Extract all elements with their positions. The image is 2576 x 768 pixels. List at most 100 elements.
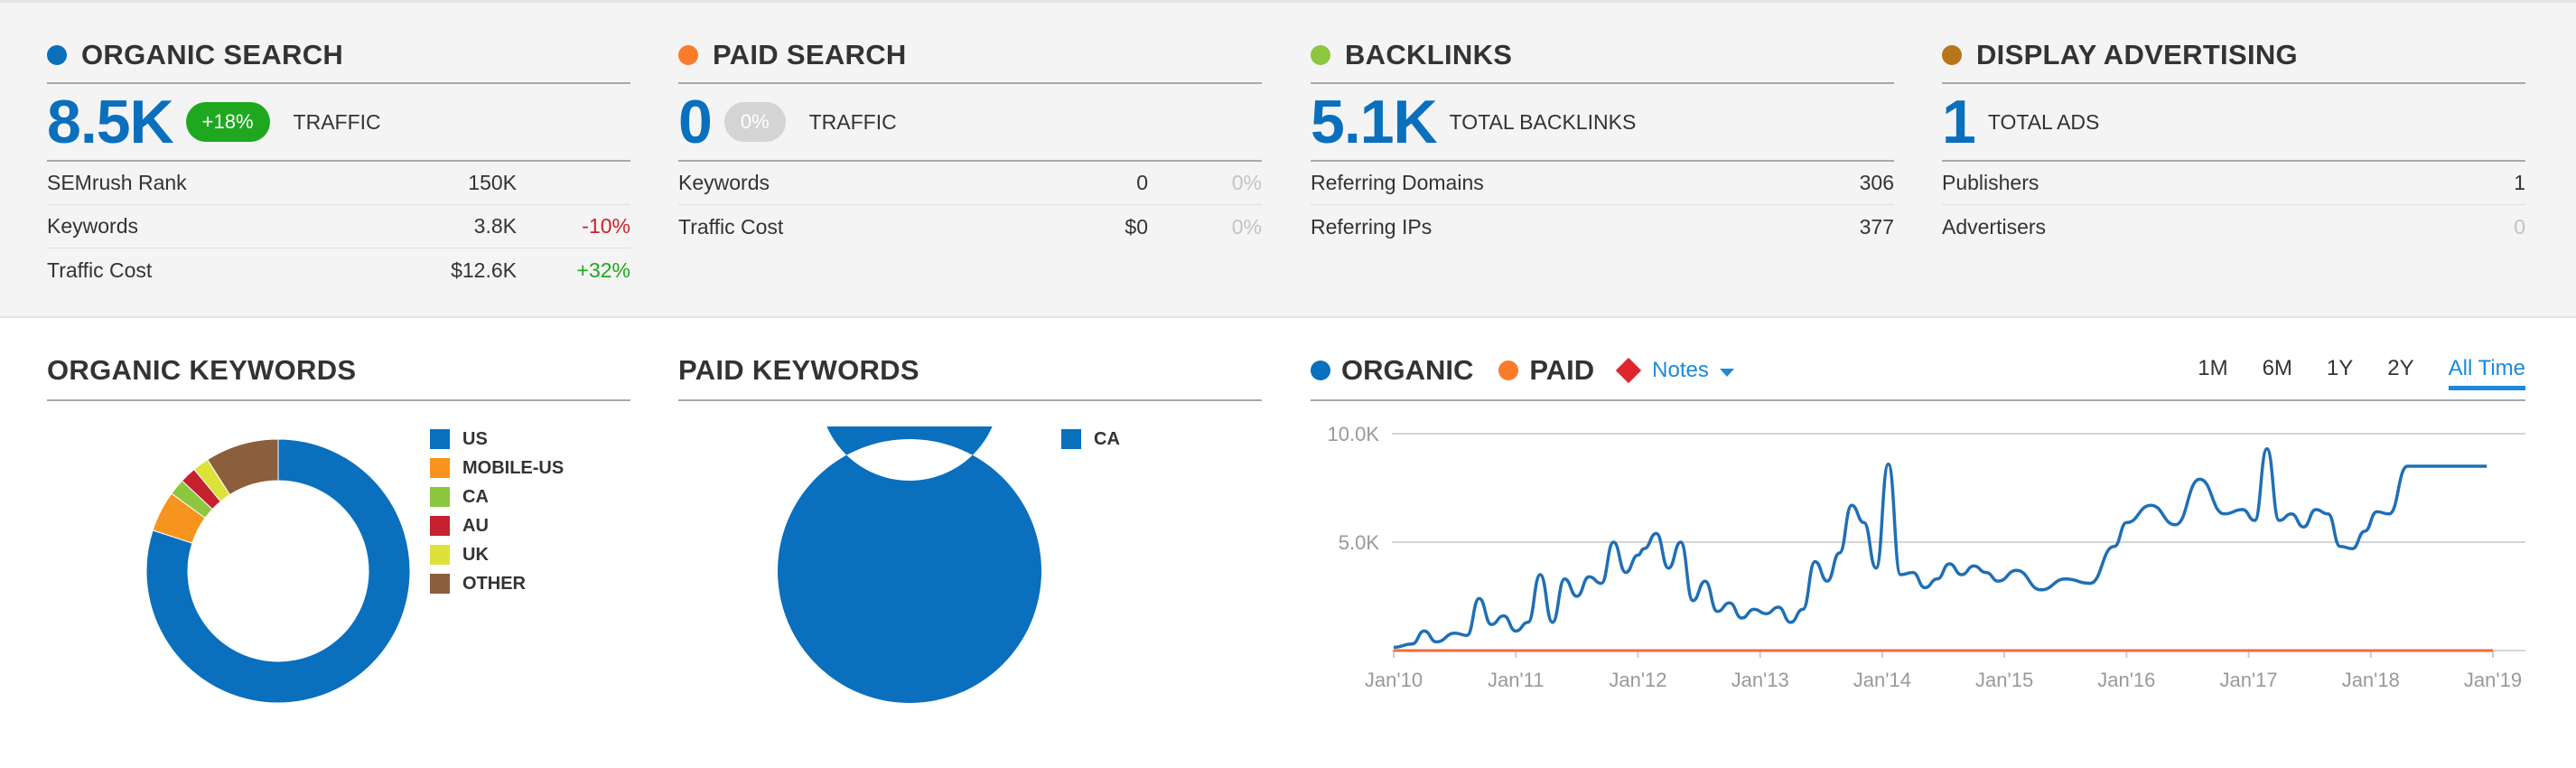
row-value: 0 [2514, 214, 2525, 239]
organic-traffic-change-badge: +18% [185, 102, 270, 142]
legend-swatch [430, 429, 450, 449]
tab-1m[interactable]: 1M [2198, 356, 2228, 380]
notes-diamond-icon [1616, 357, 1642, 384]
tab-1y[interactable]: 1Y [2326, 356, 2354, 380]
row-change: -10% [582, 214, 630, 238]
paid-search-card: PAID SEARCH 0 0% TRAFFIC Keywords 0 0% T… [678, 35, 1262, 248]
row-value[interactable]: 1 [2514, 171, 2525, 194]
row-value[interactable]: 0 [1136, 171, 1148, 194]
display-advertising-title[interactable]: DISPLAY ADVERTISING [1976, 39, 2298, 70]
backlinks-title[interactable]: BACKLINKS [1345, 39, 1513, 70]
legend-label: CA [1094, 428, 1120, 449]
tab-2y[interactable]: 2Y [2387, 356, 2414, 380]
organic-toggle-label: ORGANIC [1341, 354, 1474, 386]
legend-item-ca[interactable]: CA [1061, 425, 1120, 454]
paid-traffic-label: TRAFFIC [808, 109, 897, 134]
row-label: Traffic Cost [678, 214, 784, 239]
row-value[interactable]: 150K [468, 171, 517, 194]
x-tick-label: Jan'18 [2342, 669, 2400, 691]
tab-all-time[interactable]: All Time [2448, 356, 2525, 390]
display-dot-icon [1942, 45, 1962, 65]
y-tick-label: 5.0K [1339, 531, 1380, 554]
series-line-organic[interactable] [1393, 447, 2487, 650]
organic-traffic-value[interactable]: 8.5K [47, 88, 174, 156]
paid-keywords-header: PAID KEYWORDS [678, 347, 1262, 401]
row-label: Advertisers [1942, 214, 2047, 239]
row-change: 0% [1231, 214, 1262, 239]
paid-traffic-value[interactable]: 0 [678, 88, 713, 156]
table-row: Traffic Cost $12.6K +32% [47, 248, 630, 292]
backlinks-value[interactable]: 5.1K [1311, 88, 1438, 156]
chevron-down-icon [1719, 368, 1734, 377]
organic-slice-us[interactable] [145, 438, 411, 704]
paid-search-title[interactable]: PAID SEARCH [713, 39, 907, 70]
row-value[interactable]: $0 [1125, 214, 1148, 239]
paid-keywords-title[interactable]: PAID KEYWORDS [678, 354, 919, 386]
legend-swatch [430, 574, 450, 594]
backlinks-header[interactable]: BACKLINKS [1311, 35, 1894, 84]
trend-header: ORGANIC PAID Notes 1M 6M 1Y 2Y All Time [1311, 347, 2525, 401]
traffic-trend-section: ORGANIC PAID Notes 1M 6M 1Y 2Y All Time … [1311, 347, 2525, 691]
organic-keywords-donut[interactable] [134, 426, 423, 716]
legend-label: UK [462, 544, 489, 565]
table-row: Advertisers 0 [1942, 205, 2525, 248]
row-value[interactable]: $12.6K [451, 258, 517, 282]
x-tick-label: Jan'14 [1853, 669, 1911, 691]
row-label: Referring IPs [1311, 214, 1433, 239]
table-row: Referring IPs 377 [1311, 205, 1894, 248]
table-row: Referring Domains 306 [1311, 162, 1894, 205]
paid-search-header[interactable]: PAID SEARCH [678, 35, 1262, 84]
backlinks-card: BACKLINKS 5.1K TOTAL BACKLINKS Referring… [1311, 35, 1894, 248]
summary-panel: ORGANIC SEARCH 8.5K +18% TRAFFIC SEMrush… [0, 0, 2576, 318]
display-advertising-header[interactable]: DISPLAY ADVERTISING [1942, 35, 2525, 84]
table-row: Publishers 1 [1942, 162, 2525, 205]
legend-item-au[interactable]: AU [430, 511, 564, 540]
notes-dropdown[interactable]: Notes [1616, 357, 1734, 384]
x-tick-label: Jan'12 [1609, 669, 1666, 691]
legend-swatch [430, 516, 450, 536]
legend-label: OTHER [462, 573, 526, 594]
legend-label: AU [462, 515, 489, 536]
organic-dot-icon [47, 45, 67, 65]
paid-keywords-donut[interactable] [765, 426, 1054, 716]
row-label: Referring Domains [1311, 171, 1484, 194]
legend-label: US [462, 428, 488, 449]
row-label: Keywords [47, 214, 138, 238]
tab-6m[interactable]: 6M [2262, 356, 2292, 380]
legend-item-mobile-us[interactable]: MOBILE-US [430, 454, 564, 482]
legend-item-ca[interactable]: CA [430, 482, 564, 511]
paid-toggle-label: PAID [1529, 354, 1595, 386]
organic-dot-icon [1311, 361, 1330, 380]
paid-keywords-section: PAID KEYWORDS CA [678, 347, 1262, 703]
time-range-tabs: 1M 6M 1Y 2Y All Time [2163, 356, 2525, 390]
table-row: Traffic Cost $0 0% [678, 205, 1262, 248]
row-value[interactable]: 377 [1859, 214, 1894, 239]
row-value[interactable]: 306 [1859, 171, 1894, 194]
organic-search-title[interactable]: ORGANIC SEARCH [81, 39, 344, 70]
traffic-trend-chart[interactable]: 10.0K 5.0K Jan'10 Jan'11 Jan'12 Jan'13 Jan'14 J… [1311, 407, 2525, 768]
row-label: Publishers [1942, 171, 2039, 194]
x-tick-label: Jan'11 [1488, 669, 1545, 691]
table-row: Keywords 3.8K -10% [47, 205, 630, 248]
legend-item-other[interactable]: OTHER [430, 569, 564, 598]
row-change: 0% [1231, 171, 1262, 194]
backlinks-dot-icon [1311, 45, 1330, 65]
legend-item-uk[interactable]: UK [430, 540, 564, 569]
organic-search-header[interactable]: ORGANIC SEARCH [47, 35, 630, 84]
legend-swatch [430, 458, 450, 478]
paid-traffic-metric: 0 0% TRAFFIC [678, 84, 1262, 162]
x-tick-label: Jan'15 [1975, 669, 2033, 691]
organic-keywords-title[interactable]: ORGANIC KEYWORDS [47, 354, 357, 386]
display-ads-label: TOTAL ADS [1987, 109, 2100, 134]
organic-slice-other[interactable] [207, 438, 279, 496]
y-tick-label: 10.0K [1328, 423, 1380, 445]
display-ads-value[interactable]: 1 [1942, 88, 1976, 156]
paid-slice-ca[interactable] [777, 426, 1041, 703]
x-tick-label: Jan'19 [2464, 669, 2522, 691]
paid-toggle[interactable]: PAID [1498, 354, 1594, 387]
organic-traffic-metric: 8.5K +18% TRAFFIC [47, 84, 630, 162]
legend-label: MOBILE-US [462, 457, 565, 478]
organic-toggle[interactable]: ORGANIC [1311, 354, 1473, 387]
row-value[interactable]: 3.8K [473, 214, 517, 238]
legend-item-us[interactable]: US [430, 425, 564, 454]
